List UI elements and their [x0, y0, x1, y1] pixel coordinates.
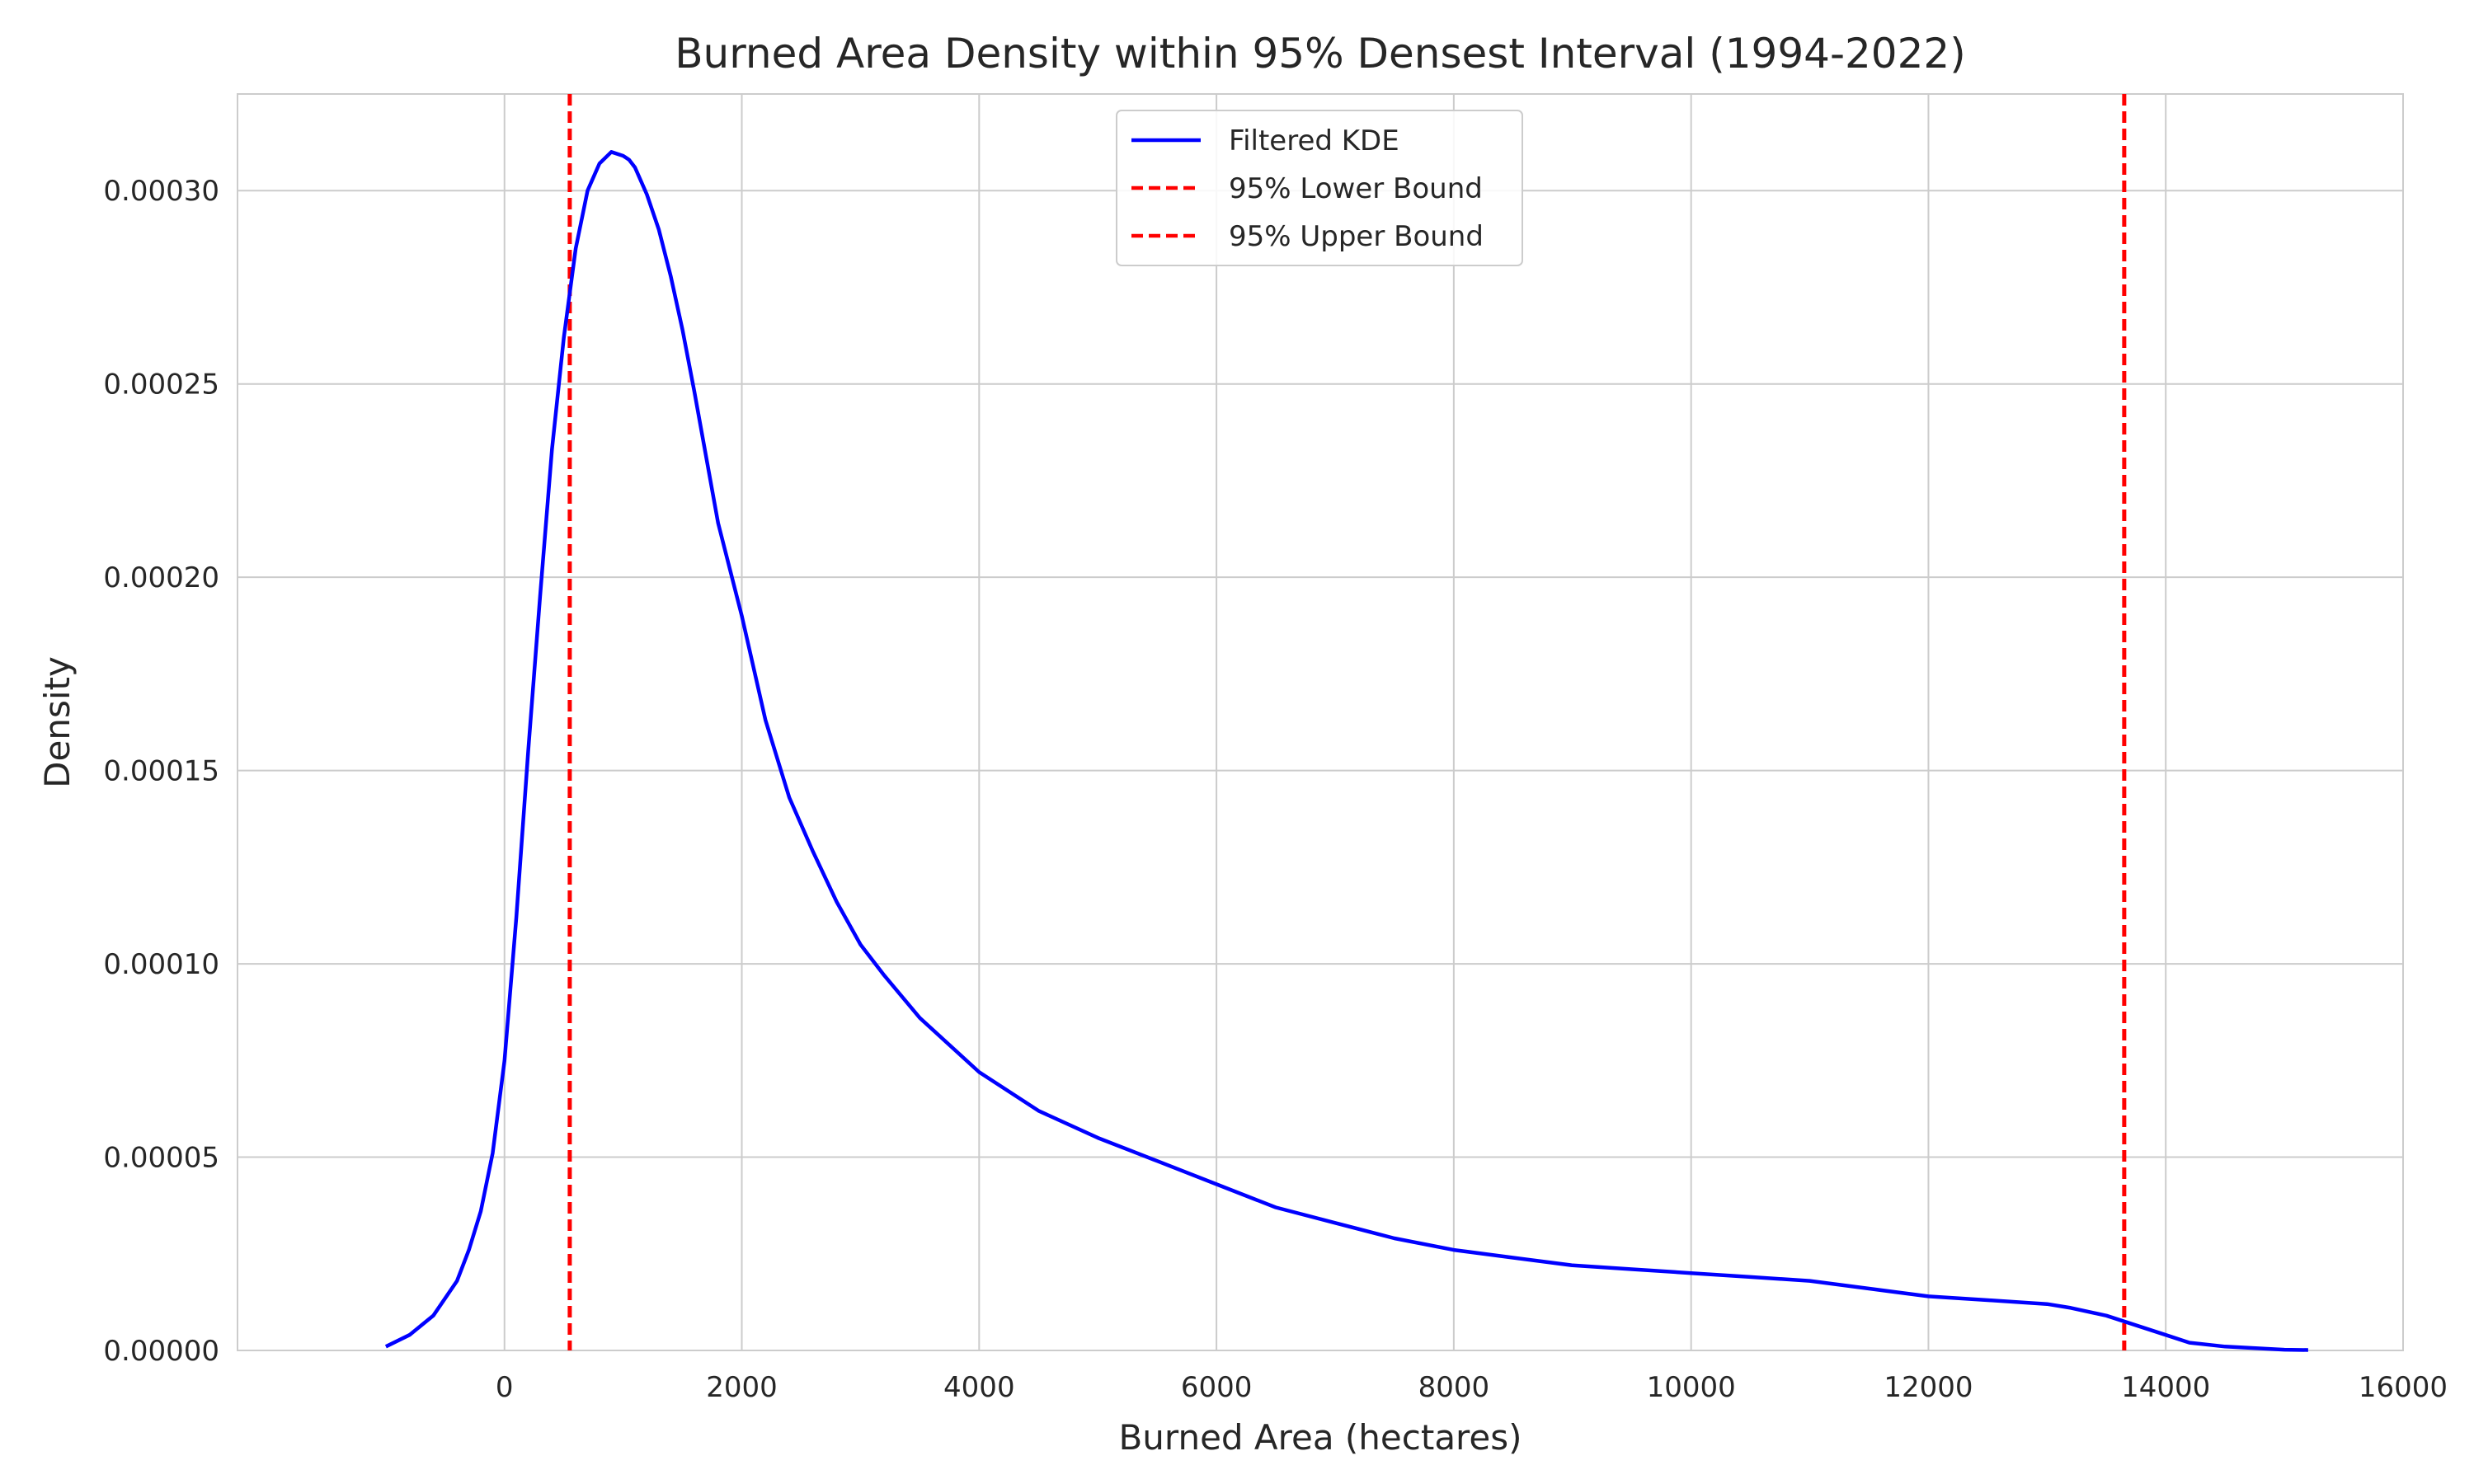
y-tick-label: 0.00000 — [103, 1335, 219, 1368]
kde-line — [384, 150, 2308, 1352]
x-tick-label: 2000 — [706, 1371, 778, 1404]
series-group — [384, 150, 2308, 1352]
x-tick-label: 14000 — [2121, 1371, 2210, 1404]
y-tick-labels: 0.00000 0.00005 0.00010 0.00015 0.00020 0.000… — [103, 175, 219, 1368]
y-tick-label: 0.00020 — [103, 561, 219, 594]
x-tick-label: 10000 — [1647, 1371, 1736, 1404]
legend-label: Filtered KDE — [1229, 124, 1399, 157]
legend: Filtered KDE 95% Lower Bound 95% Upper Bou… — [1116, 110, 1523, 266]
x-tick-label: 6000 — [1181, 1371, 1253, 1404]
legend-label: 95% Lower Bound — [1229, 172, 1483, 205]
x-axis-label: Burned Area (hectares) — [1118, 1417, 1522, 1458]
x-tick-label: 16000 — [2359, 1371, 2448, 1404]
x-tick-label: 4000 — [943, 1371, 1015, 1404]
legend-label: 95% Upper Bound — [1229, 220, 1484, 253]
chart-title: Burned Area Density within 95% Densest I… — [675, 30, 1966, 77]
x-tick-labels: 0 2000 4000 6000 8000 10000 12000 14000 16000 — [496, 1371, 2448, 1404]
y-tick-label: 0.00025 — [103, 369, 219, 402]
y-tick-label: 0.00010 — [103, 948, 219, 981]
y-tick-label: 0.00005 — [103, 1142, 219, 1175]
x-tick-label: 0 — [496, 1371, 514, 1404]
x-tick-label: 8000 — [1418, 1371, 1490, 1404]
y-tick-label: 0.00015 — [103, 755, 219, 788]
x-tick-label: 12000 — [1884, 1371, 1973, 1404]
legend-items: Filtered KDE 95% Lower Bound 95% Upper Bou… — [1131, 124, 1484, 253]
plot-frame — [237, 93, 2404, 1351]
y-tick-label: 0.00030 — [103, 175, 219, 208]
plot-background — [238, 94, 2403, 1350]
legend-box — [1116, 110, 1523, 266]
y-axis-label: Density — [37, 656, 78, 788]
